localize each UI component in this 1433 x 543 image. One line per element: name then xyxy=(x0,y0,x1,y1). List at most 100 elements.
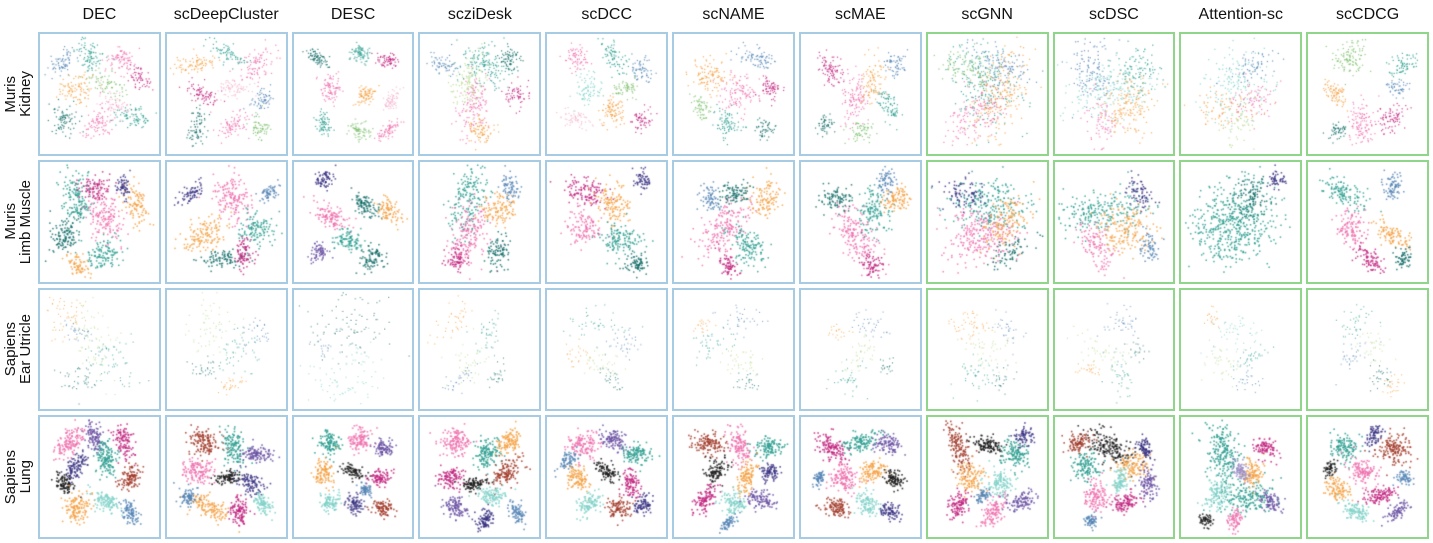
scatter-canvas xyxy=(40,34,159,154)
scatter-panel-scdsc-lung xyxy=(1052,415,1176,539)
scatter-panel-desc-ear-utricle xyxy=(291,287,415,412)
scatter-canvas xyxy=(1181,34,1301,154)
scatter-panel-scdsc-ear-utricle xyxy=(1052,287,1176,412)
row-label-limb-muscle: Muris Limb Muscle xyxy=(2,160,34,284)
scatter-panel-scmae-ear-utricle xyxy=(798,287,922,412)
row-label-line1: Muris xyxy=(1,75,19,113)
scatter-canvas xyxy=(1181,289,1301,410)
scatter-canvas xyxy=(800,34,920,154)
column-header-scdsc: scDSC xyxy=(1089,6,1139,23)
scatter-panel-scdsc-kidney xyxy=(1052,32,1176,156)
scatter-canvas xyxy=(927,161,1047,282)
scatter-canvas xyxy=(1308,417,1427,537)
scatter-canvas xyxy=(1308,289,1427,410)
scatter-canvas xyxy=(547,289,667,410)
scatter-panel-attention-sc-kidney xyxy=(1179,32,1303,156)
row-label-line1: Sapiens xyxy=(1,450,19,505)
scatter-panel-sczidesk-lung xyxy=(418,415,542,539)
scatter-panel-sccdcg-ear-utricle xyxy=(1306,287,1429,412)
scatter-panel-scdsc-limb-muscle xyxy=(1052,159,1176,284)
row-label-line1: Sapiens xyxy=(1,322,19,377)
scatter-panel-scname-ear-utricle xyxy=(672,287,795,412)
scatter-panel-scdeepcluster-limb-muscle xyxy=(164,159,288,284)
scatter-panel-scname-lung xyxy=(672,415,795,539)
scatter-canvas xyxy=(674,161,793,282)
scatter-canvas xyxy=(1054,289,1174,410)
scatter-canvas xyxy=(40,289,159,410)
scatter-canvas xyxy=(293,289,413,410)
scatter-panel-desc-kidney xyxy=(291,32,415,156)
column-header-scmae: scMAE xyxy=(834,6,886,23)
scatter-canvas xyxy=(1308,34,1427,154)
scatter-canvas xyxy=(800,417,920,537)
scatter-panel-scdcc-limb-muscle xyxy=(545,159,669,284)
scatter-canvas xyxy=(293,417,413,537)
scatter-canvas xyxy=(1181,417,1301,537)
row-label-line2: Ear Utricle xyxy=(17,314,34,385)
scatter-canvas xyxy=(1181,161,1301,282)
scatter-canvas xyxy=(674,417,793,537)
scatter-panel-dec-ear-utricle xyxy=(38,287,161,412)
scatter-canvas xyxy=(674,289,793,410)
scatter-panel-scdeepcluster-kidney xyxy=(164,32,288,156)
scatter-canvas xyxy=(166,289,286,410)
scatter-canvas xyxy=(927,417,1047,537)
scatter-canvas xyxy=(1054,34,1174,154)
scatter-panel-desc-limb-muscle xyxy=(291,159,415,284)
scatter-panel-scdeepcluster-lung xyxy=(164,415,288,539)
scatter-canvas xyxy=(674,34,793,154)
scatter-panel-attention-sc-lung xyxy=(1179,415,1303,539)
scatter-canvas xyxy=(166,34,286,154)
scatter-canvas xyxy=(800,289,920,410)
column-header-sccdcg: scCDCG xyxy=(1336,6,1400,23)
scatter-panel-attention-sc-ear-utricle xyxy=(1179,287,1303,412)
column-header-desc: DESC xyxy=(330,6,376,23)
scatter-panel-scmae-limb-muscle xyxy=(798,159,922,284)
scatter-canvas xyxy=(1054,161,1174,282)
scatter-panel-dec-limb-muscle xyxy=(38,159,161,284)
scatter-panel-scgnn-kidney xyxy=(925,32,1049,156)
scatter-canvas xyxy=(927,289,1047,410)
scatter-canvas xyxy=(547,417,667,537)
scatter-canvas xyxy=(800,161,920,282)
scatter-panel-sccdcg-limb-muscle xyxy=(1306,159,1429,284)
row-label-ear-utricle: Sapiens Ear Utricle xyxy=(2,288,34,412)
scatter-canvas xyxy=(293,161,413,282)
scatter-panel-scmae-lung xyxy=(798,415,922,539)
row-label-line2: Lung xyxy=(17,460,34,494)
scatter-panel-scdeepcluster-ear-utricle xyxy=(164,287,288,412)
scatter-canvas xyxy=(166,417,286,537)
scatter-canvas xyxy=(1308,161,1427,282)
scatter-panel-scdcc-ear-utricle xyxy=(545,287,669,412)
scatter-panel-scdcc-lung xyxy=(545,415,669,539)
scatter-panel-scname-limb-muscle xyxy=(672,159,795,284)
scatter-panel-sczidesk-limb-muscle xyxy=(418,159,542,284)
column-header-scdeepcluster: scDeepCluster xyxy=(173,6,279,23)
row-label-line2: Limb Muscle xyxy=(17,179,34,264)
scatter-canvas xyxy=(927,34,1047,154)
scatter-panel-sccdcg-kidney xyxy=(1306,32,1429,156)
column-header-sczidesk: scziDesk xyxy=(447,6,512,23)
scatter-panel-scname-kidney xyxy=(672,32,795,156)
column-header-scdcc: scDCC xyxy=(581,6,632,23)
row-label-line2: Kidney xyxy=(17,70,34,117)
scatter-panel-scgnn-limb-muscle xyxy=(925,159,1049,284)
scatter-canvas xyxy=(1054,417,1174,537)
scatter-canvas xyxy=(420,161,540,282)
scatter-panel-sczidesk-kidney xyxy=(418,32,542,156)
column-header-attention-sc: Attention-sc xyxy=(1198,6,1283,23)
scatter-canvas xyxy=(166,161,286,282)
scatter-panel-sccdcg-lung xyxy=(1306,415,1429,539)
scatter-panel-sczidesk-ear-utricle xyxy=(418,287,542,412)
scatter-canvas xyxy=(547,34,667,154)
column-header-scgnn: scGNN xyxy=(961,6,1013,23)
scatter-canvas xyxy=(547,161,667,282)
column-header-scname: scNAME xyxy=(702,6,765,23)
row-label-kidney: Muris Kidney xyxy=(2,32,34,156)
row-label-line1: Muris xyxy=(1,203,19,240)
scatter-panel-scgnn-lung xyxy=(925,415,1049,539)
column-header-dec: DEC xyxy=(82,6,117,23)
scatter-panel-dec-kidney xyxy=(38,32,161,156)
